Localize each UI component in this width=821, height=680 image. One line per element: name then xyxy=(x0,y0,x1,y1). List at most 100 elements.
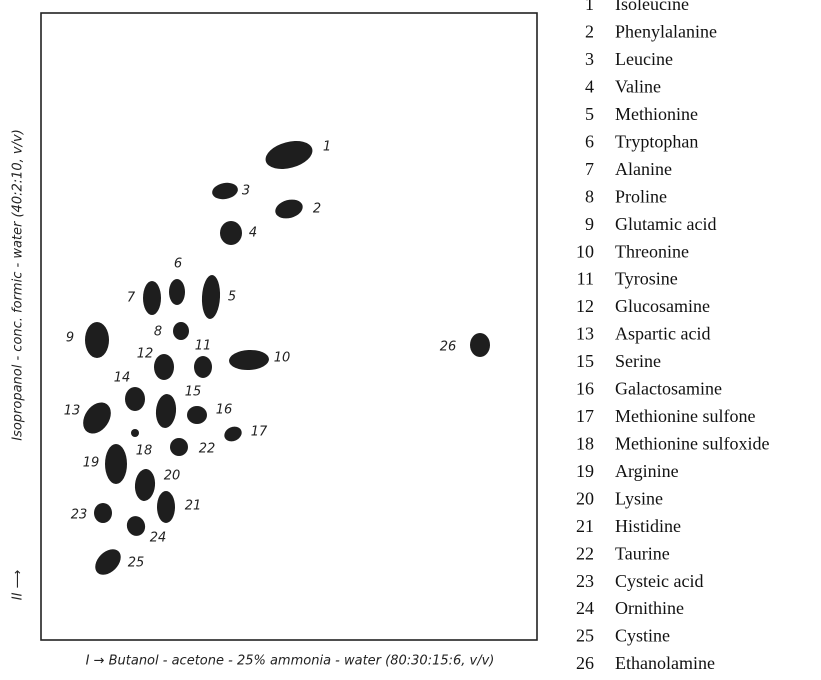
spot-label: 4 xyxy=(249,226,257,241)
spot xyxy=(173,322,189,340)
legend-name: Isoleucine xyxy=(615,0,689,14)
spot-label: 23 xyxy=(71,508,88,523)
spot-label: 20 xyxy=(164,469,181,484)
legend-number: 19 xyxy=(576,461,594,481)
spot-label: 6 xyxy=(174,257,182,272)
legend-number: 15 xyxy=(576,351,594,371)
x-axis-label: I → Butanol - acetone - 25% ammonia - wa… xyxy=(86,654,495,669)
spot-label: 25 xyxy=(128,556,145,571)
legend-number: 9 xyxy=(585,214,594,234)
spot-label: 14 xyxy=(114,371,131,386)
spot-label: 22 xyxy=(199,442,216,457)
legend-number: 24 xyxy=(576,598,594,618)
legend-name: Ethanolamine xyxy=(615,653,715,673)
spot xyxy=(220,221,242,245)
spot xyxy=(222,424,244,444)
legend-name: Methionine sulfone xyxy=(615,406,755,426)
legend-number: 6 xyxy=(585,131,594,151)
spot xyxy=(201,275,221,320)
spot xyxy=(194,356,212,378)
spot xyxy=(90,544,125,579)
legend-name: Threonine xyxy=(615,241,689,261)
legend-number: 18 xyxy=(576,433,594,453)
spot-label: 19 xyxy=(83,456,100,471)
legend-name: Ornithine xyxy=(615,598,684,618)
legend-name: Leucine xyxy=(615,49,673,69)
legend-name: Methionine sulfoxide xyxy=(615,433,769,453)
legend-number: 8 xyxy=(585,186,594,206)
spot-label: 26 xyxy=(440,340,457,355)
legend-name: Galactosamine xyxy=(615,379,722,399)
legend-number: 10 xyxy=(576,241,594,261)
legend-number: 4 xyxy=(585,77,594,97)
legend-name: Methionine xyxy=(615,104,698,124)
spot xyxy=(211,181,239,201)
spot-label: 1 xyxy=(323,140,331,155)
legend-number: 5 xyxy=(585,104,594,124)
legend-number: 23 xyxy=(576,571,594,591)
page: {"diagram": { "x_axis_label": "I \u2192 … xyxy=(0,0,821,680)
spot-label: 5 xyxy=(228,290,236,305)
legend-name: Histidine xyxy=(615,516,681,536)
spot xyxy=(155,393,178,429)
spot xyxy=(169,279,185,305)
legend-name: Proline xyxy=(615,186,667,206)
spot xyxy=(124,514,148,539)
y-axis-marker: II ⟶ xyxy=(11,570,26,600)
spot xyxy=(262,136,315,174)
spot xyxy=(143,281,161,315)
legend-number: 3 xyxy=(585,49,594,69)
spot-label: 13 xyxy=(64,404,81,419)
legend-number: 21 xyxy=(576,516,594,536)
spot xyxy=(94,503,112,523)
legend-number: 25 xyxy=(576,626,594,646)
legend-name: Tryptophan xyxy=(615,131,698,151)
spot xyxy=(157,491,175,523)
spot xyxy=(187,406,207,424)
legend-name: Lysine xyxy=(615,488,663,508)
spot xyxy=(470,333,490,357)
legend-name: Alanine xyxy=(615,159,672,179)
legend-number: 26 xyxy=(576,653,594,673)
legend-name: Aspartic acid xyxy=(615,324,710,344)
legend-name: Valine xyxy=(615,77,661,97)
legend-name: Arginine xyxy=(615,461,679,481)
spot-label: 10 xyxy=(274,351,291,366)
legend-number: 22 xyxy=(576,543,594,563)
spot xyxy=(170,438,188,456)
legend-name: Cystine xyxy=(615,626,670,646)
spot-label: 8 xyxy=(154,325,162,340)
spot-label: 2 xyxy=(313,202,321,217)
legend-number: 1 xyxy=(585,0,594,14)
plate-frame xyxy=(41,13,537,640)
legend-name: Glucosamine xyxy=(615,296,710,316)
spot-label: 11 xyxy=(195,339,212,354)
spot xyxy=(105,444,127,484)
legend-number: 12 xyxy=(576,296,594,316)
spot-label: 17 xyxy=(251,425,268,440)
spot-label: 15 xyxy=(185,385,202,400)
spot-label: 21 xyxy=(185,499,202,514)
legend-name: Serine xyxy=(615,351,661,371)
spot-label: 18 xyxy=(136,444,153,459)
legend-number: 16 xyxy=(576,379,594,399)
legend-name: Phenylalanine xyxy=(615,22,717,42)
figure: I → Butanol - acetone - 25% ammonia - wa… xyxy=(0,0,821,680)
spot xyxy=(154,354,174,380)
spot-label: 7 xyxy=(127,291,136,306)
legend-number: 20 xyxy=(576,488,594,508)
spot xyxy=(134,468,157,502)
spot-label: 9 xyxy=(66,331,74,346)
legend-number: 7 xyxy=(585,159,594,179)
spot xyxy=(85,322,109,358)
spot-label: 16 xyxy=(216,403,233,418)
spot xyxy=(77,397,116,439)
legend-name: Glutamic acid xyxy=(615,214,716,234)
legend-number: 2 xyxy=(585,22,594,42)
spot xyxy=(229,349,270,371)
legend-name: Cysteic acid xyxy=(615,571,703,591)
spot xyxy=(273,197,305,222)
spot xyxy=(131,429,139,437)
spot-label: 12 xyxy=(137,347,154,362)
spot-label: 24 xyxy=(150,531,167,546)
